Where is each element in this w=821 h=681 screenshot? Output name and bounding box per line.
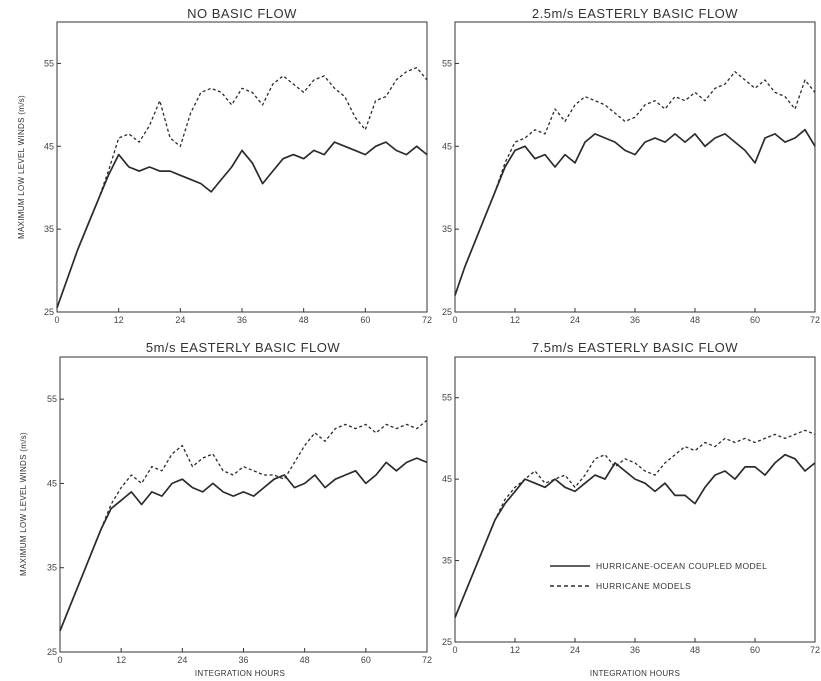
x-tick-label: 72 [810, 645, 820, 655]
y-tick-label: 35 [442, 224, 452, 234]
y-tick-label: 55 [47, 394, 57, 404]
x-tick-label: 48 [690, 315, 700, 325]
series-group [454, 429, 816, 618]
y-tick-label: 55 [442, 393, 452, 403]
panel-2-5-easterly-flow: 2.5m/s EASTERLY BASIC FLOW 0 12 24 36 48 60 72… [442, 6, 820, 325]
x-tick-label: 36 [237, 315, 247, 325]
x-tick-label: 48 [300, 655, 310, 665]
x-tick-label: 24 [175, 315, 185, 325]
x-tick-label: 60 [360, 315, 370, 325]
x-tick-label: 36 [630, 645, 640, 655]
legend-label-coupled: HURRICANE-OCEAN COUPLED MODEL [596, 561, 767, 571]
x-tick-label: 24 [570, 315, 580, 325]
panel-title: NO BASIC FLOW [187, 6, 297, 21]
x-tick-label: 72 [810, 315, 820, 325]
x-axis-label: INTEGRATION HOURS [195, 669, 285, 678]
series-group [56, 66, 428, 309]
x-tick-label: 60 [750, 315, 760, 325]
x-tick-label: 72 [422, 315, 432, 325]
panel-no-basic-flow: NO BASIC FLOW MAXIMUM LOW LEVEL WINDS (m… [17, 6, 432, 325]
y-tick-label: 45 [47, 478, 57, 488]
tick-group: 0 12 24 36 48 60 72 25 35 45 55 [47, 394, 432, 665]
x-tick-label: 48 [690, 645, 700, 655]
panel-5-easterly-flow: 5m/s EASTERLY BASIC FLOW MAXIMUM LOW LEV… [19, 340, 432, 678]
panel-title: 2.5m/s EASTERLY BASIC FLOW [532, 6, 738, 21]
x-tick-label: 36 [630, 315, 640, 325]
y-tick-label: 45 [442, 141, 452, 151]
x-tick-label: 36 [238, 655, 248, 665]
tick-group: 0 12 24 36 48 60 72 25 35 45 55 [442, 58, 820, 325]
series-group [454, 71, 816, 296]
series-line-coupled-model [454, 453, 816, 618]
panel-7-5-easterly-flow: 7.5m/s EASTERLY BASIC FLOW INTEGRATION H… [442, 340, 820, 678]
x-tick-label: 48 [299, 315, 309, 325]
y-tick-label: 55 [442, 58, 452, 68]
y-tick-label: 25 [442, 307, 452, 317]
x-axis-label: INTEGRATION HOURS [590, 669, 680, 678]
y-tick-label: 25 [47, 647, 57, 657]
series-line-coupled-model [59, 457, 428, 632]
x-tick-label: 72 [422, 655, 432, 665]
y-axis-label: MAXIMUM LOW LEVEL WINDS (m/s) [19, 432, 28, 576]
series-line-hurricane-models [56, 66, 428, 309]
x-tick-label: 12 [510, 645, 520, 655]
series-line-hurricane-models [59, 419, 428, 632]
series-line-coupled-model [56, 141, 428, 309]
x-tick-label: 60 [361, 655, 371, 665]
y-tick-label: 45 [442, 474, 452, 484]
x-tick-label: 12 [510, 315, 520, 325]
panel-title: 5m/s EASTERLY BASIC FLOW [146, 340, 341, 355]
series-group [59, 419, 428, 632]
y-tick-label: 55 [44, 58, 54, 68]
legend-label-uncoupled: HURRICANE MODELS [596, 581, 691, 591]
x-tick-label: 60 [750, 645, 760, 655]
x-tick-label: 12 [116, 655, 126, 665]
y-tick-label: 35 [442, 556, 452, 566]
series-line-hurricane-models [454, 71, 816, 296]
series-line-coupled-model [454, 128, 816, 296]
x-tick-label: 0 [54, 315, 59, 325]
legend: HURRICANE-OCEAN COUPLED MODEL HURRICANE … [550, 561, 767, 591]
x-tick-label: 12 [114, 315, 124, 325]
y-tick-label: 25 [442, 637, 452, 647]
y-tick-label: 35 [44, 224, 54, 234]
x-tick-label: 24 [177, 655, 187, 665]
y-tick-label: 45 [44, 141, 54, 151]
y-tick-label: 35 [47, 563, 57, 573]
y-tick-label: 25 [44, 307, 54, 317]
series-line-hurricane-models [454, 429, 816, 618]
tick-group: 0 12 24 36 48 60 72 25 35 45 55 [442, 393, 820, 655]
x-tick-label: 0 [452, 645, 457, 655]
x-tick-label: 24 [570, 645, 580, 655]
panel-title: 7.5m/s EASTERLY BASIC FLOW [532, 340, 738, 355]
y-axis-label: MAXIMUM LOW LEVEL WINDS (m/s) [17, 95, 26, 239]
tick-group: 0 12 24 36 48 60 72 25 35 45 55 [44, 58, 432, 325]
x-tick-label: 0 [452, 315, 457, 325]
x-tick-label: 0 [57, 655, 62, 665]
